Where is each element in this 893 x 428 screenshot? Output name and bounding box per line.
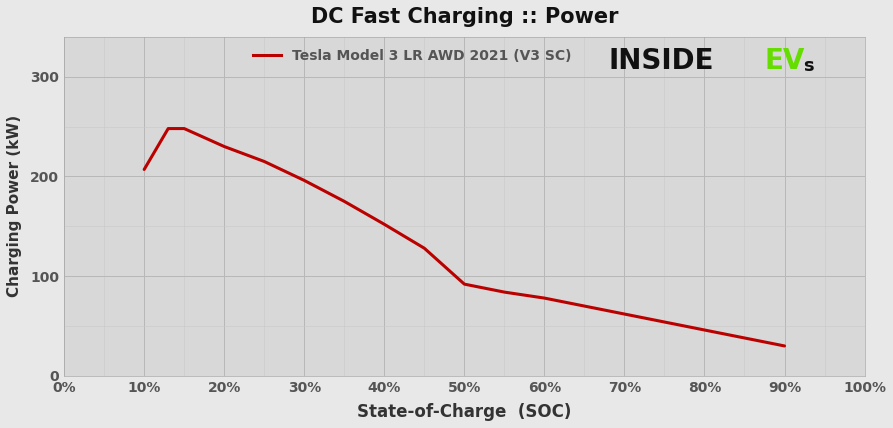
Legend: Tesla Model 3 LR AWD 2021 (V3 SC): Tesla Model 3 LR AWD 2021 (V3 SC) [247, 44, 577, 69]
Text: INSIDE: INSIDE [608, 47, 714, 75]
Title: DC Fast Charging :: Power: DC Fast Charging :: Power [311, 7, 618, 27]
X-axis label: State-of-Charge  (SOC): State-of-Charge (SOC) [357, 403, 572, 421]
Y-axis label: Charging Power (kW): Charging Power (kW) [7, 115, 22, 297]
Text: EV: EV [764, 47, 805, 75]
Text: s: s [803, 57, 814, 75]
